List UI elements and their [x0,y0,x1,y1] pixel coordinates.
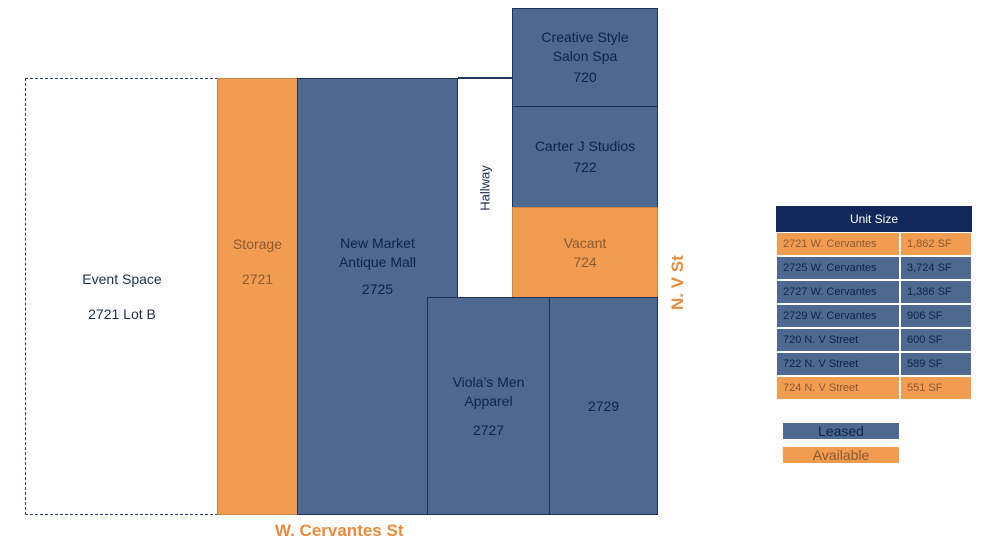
table-cell-unit: 722 N. V Street [776,352,900,376]
table-row: 2727 W. Cervantes 1,386 SF [776,280,972,304]
legend-available: Available [783,447,899,463]
table-cell-unit: 2729 W. Cervantes [776,304,900,328]
unit-size-table: Unit Size 2721 W. Cervantes 1,862 SF 272… [776,206,972,400]
storage-number: 2721 [241,270,274,287]
creative-style-unit: Creative Style Salon Spa 720 [512,8,658,107]
table-cell-unit: 2727 W. Cervantes [776,280,900,304]
carter-j-name: Carter J Studios [534,138,636,154]
unit-2729-number: 2729 [587,397,620,414]
new-market-number: 2725 [361,281,394,297]
creative-style-name-line2: Salon Spa [552,48,618,64]
hallway-label: Hallway [477,165,493,211]
vacant-name: Vacant [563,234,607,251]
new-market-name-line2: Antique Mall [338,254,417,270]
carter-j-number: 722 [573,159,597,175]
vacant-unit: Vacant 724 [512,207,658,298]
table-cell-size: 906 SF [900,304,972,328]
table-cell-unit: 720 N. V Street [776,328,900,352]
table-row: 720 N. V Street 600 SF [776,328,972,352]
violas-unit: Viola’s Men Apparel 2727 [427,297,550,515]
unit-2729: 2729 [549,297,658,515]
table-row: 2729 W. Cervantes 906 SF [776,304,972,328]
creative-style-number: 720 [573,69,597,85]
table-row: 724 N. V Street 551 SF [776,376,972,400]
table-row: 2721 W. Cervantes 1,862 SF [776,232,972,256]
table-cell-unit: 2721 W. Cervantes [776,232,900,256]
violas-name-line2: Apparel [464,392,513,409]
table-cell-unit: 2725 W. Cervantes [776,256,900,280]
carter-j-unit: Carter J Studios 722 [512,106,658,208]
table-cell-size: 3,724 SF [900,256,972,280]
street-label-horizontal: W. Cervantes St [275,521,404,540]
event-space-number: 2721 Lot B [88,305,156,322]
table-cell-size: 1,862 SF [900,232,972,256]
table-cell-size: 600 SF [900,328,972,352]
vacant-number: 724 [573,253,597,270]
table-cell-unit: 724 N. V Street [776,376,900,400]
table-cell-size: 1,386 SF [900,280,972,304]
creative-style-name-line1: Creative Style [541,29,629,45]
table-row: 722 N. V Street 589 SF [776,352,972,376]
table-row: 2725 W. Cervantes 3,724 SF [776,256,972,280]
violas-number: 2727 [472,421,505,438]
legend-leased: Leased [783,423,899,439]
table-cell-size: 589 SF [900,352,972,376]
event-space-name: Event Space [82,270,162,287]
storage-name: Storage [232,235,283,252]
new-market-unit: New Market Antique Mall 2725 [297,78,458,515]
event-space-unit: Event Space 2721 Lot B [25,78,218,515]
hallway: Hallway [457,78,513,298]
unit-size-table-title: Unit Size [776,206,972,232]
street-label-vertical: N. V St [668,255,687,310]
violas-name-line1: Viola’s Men [452,373,525,390]
table-cell-size: 551 SF [900,376,972,400]
storage-unit: Storage 2721 [217,78,298,515]
lot-boundary-line [458,77,513,78]
new-market-name-line1: New Market [340,235,415,251]
